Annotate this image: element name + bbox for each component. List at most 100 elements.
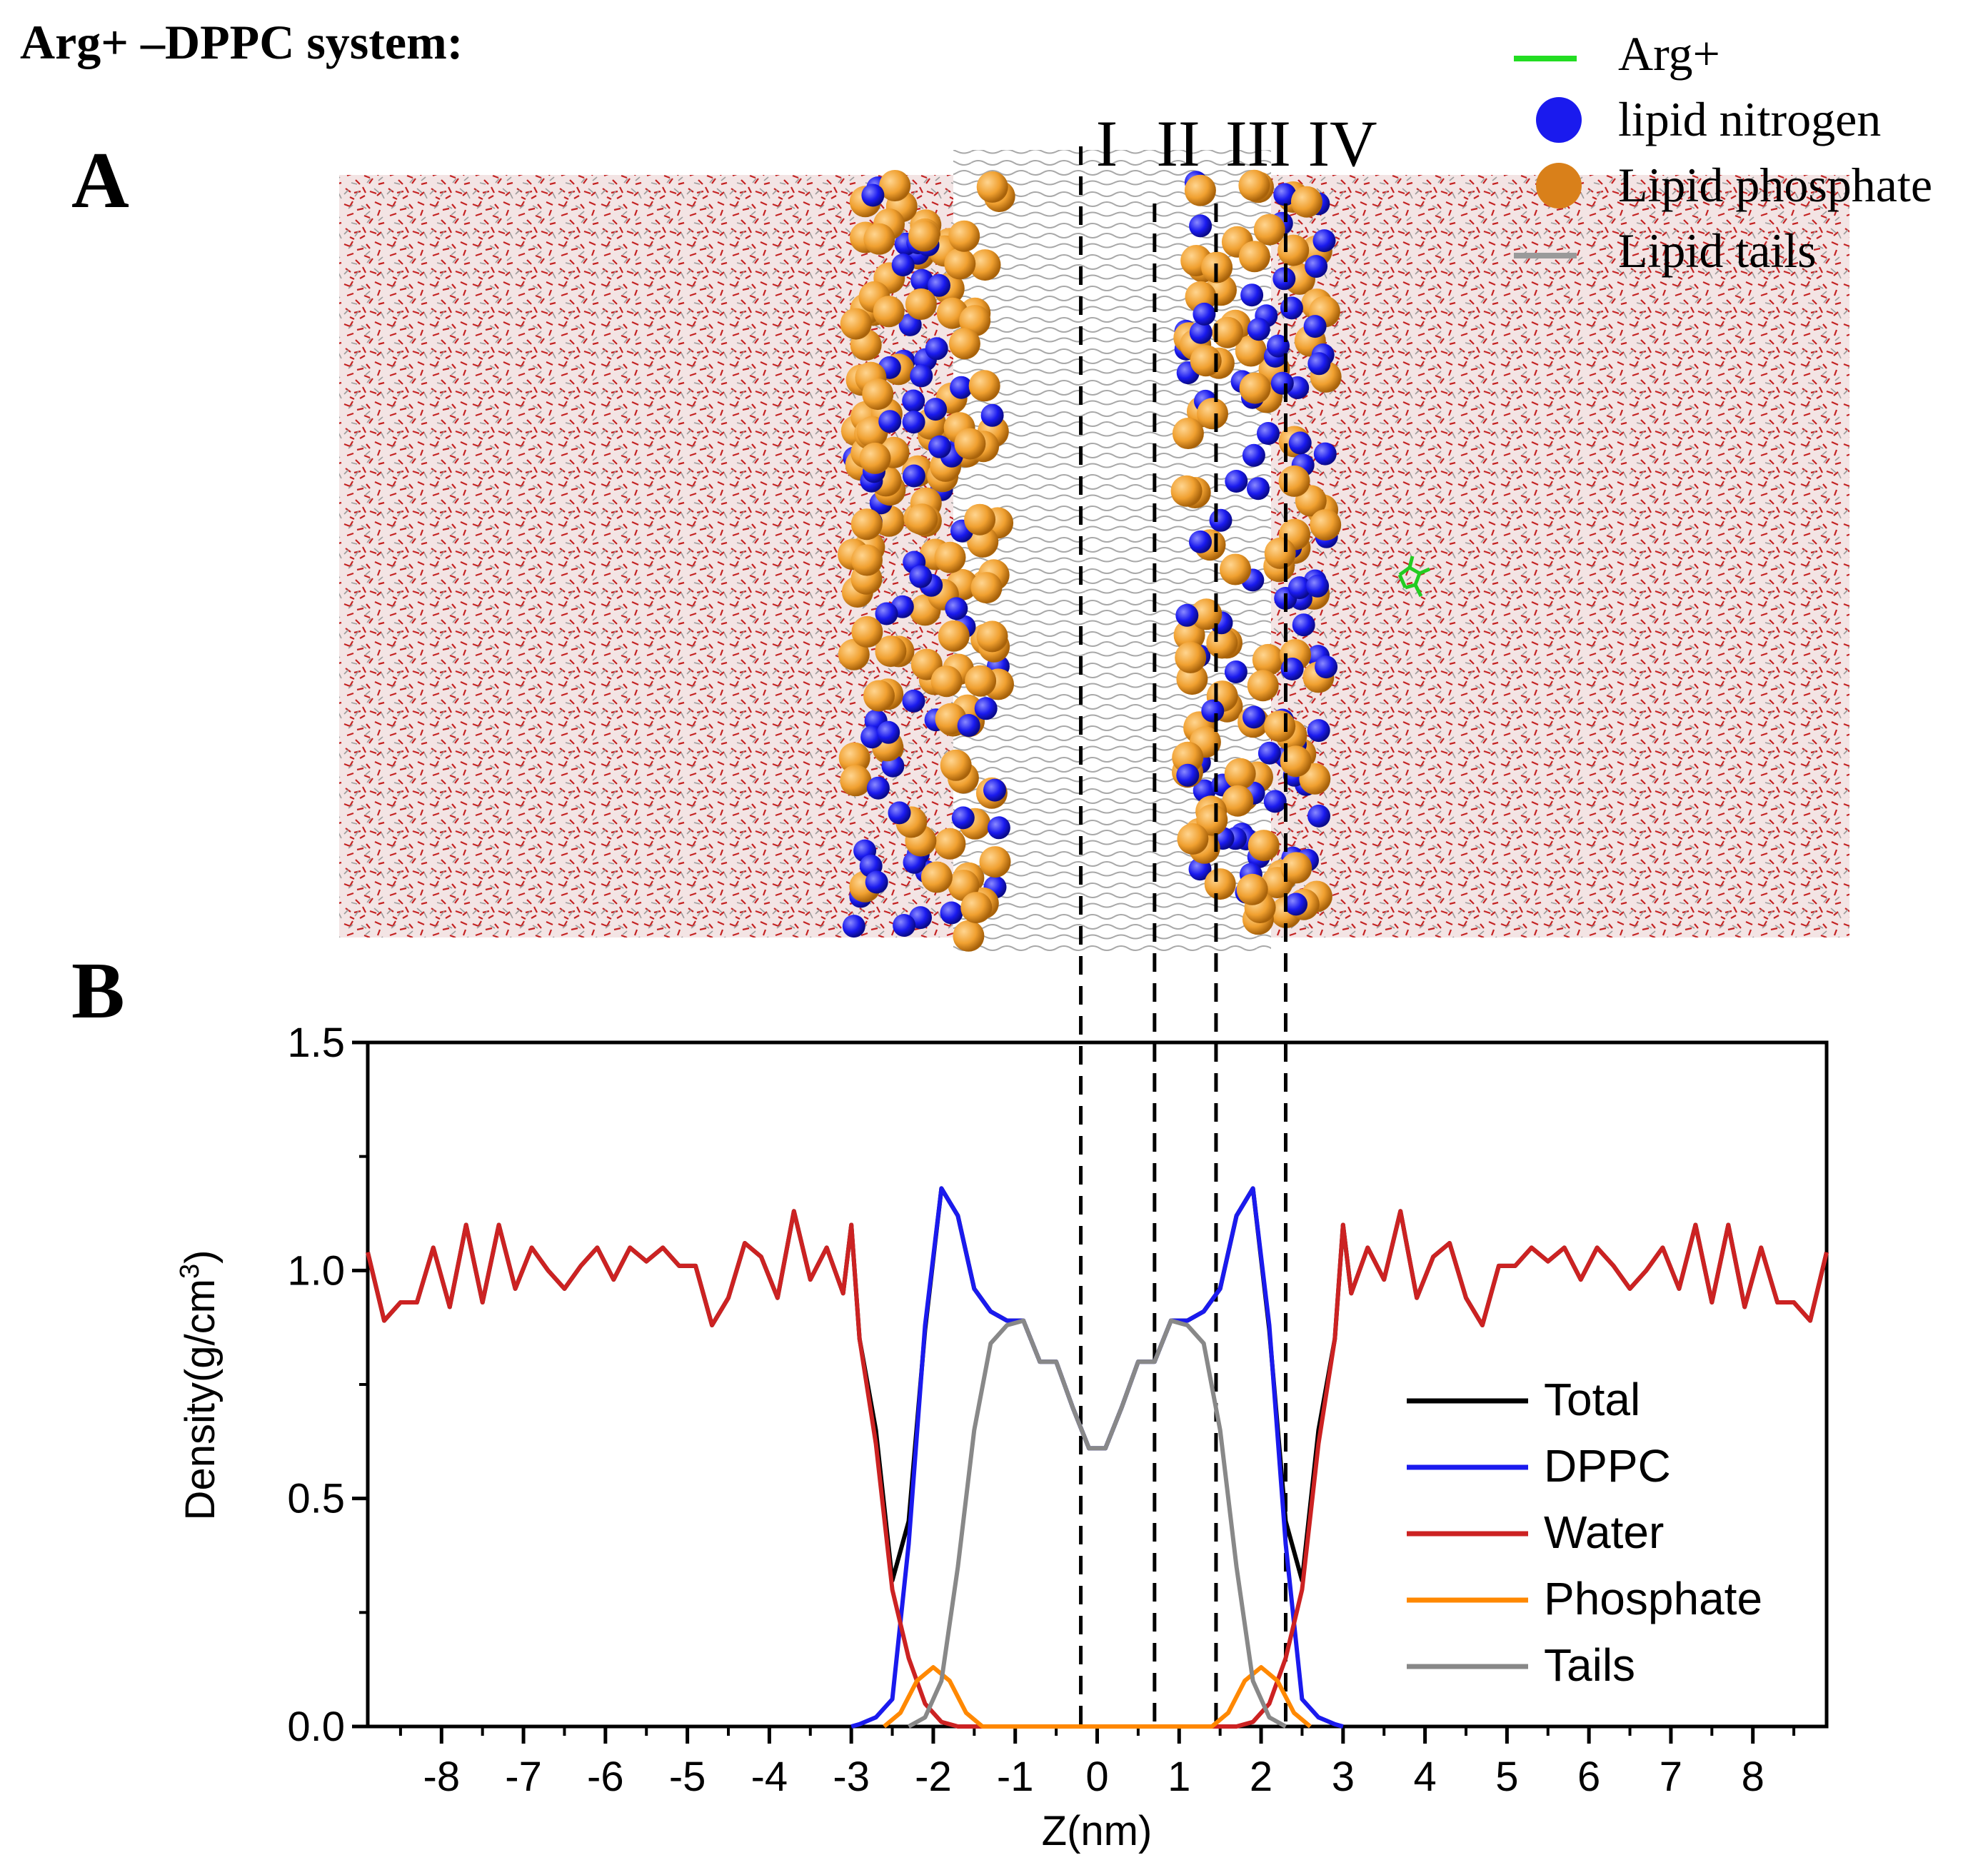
y-tick-label: 0.5 bbox=[287, 1476, 345, 1522]
x-tick-label: -5 bbox=[669, 1754, 706, 1800]
nitrogen-sphere bbox=[910, 364, 933, 388]
arg-bond bbox=[1413, 573, 1422, 585]
phosphate-sphere bbox=[979, 846, 1011, 878]
nitrogen-sphere bbox=[1287, 576, 1311, 600]
phosphate-sphere bbox=[1190, 345, 1222, 377]
phosphate-sphere bbox=[1177, 823, 1209, 855]
x-tick-label: 4 bbox=[1413, 1754, 1436, 1800]
figure-title: Arg+ –DPPC system: bbox=[20, 15, 463, 69]
nitrogen-sphere bbox=[902, 689, 925, 713]
nitrogen-sphere bbox=[1288, 431, 1312, 455]
nitrogen-sphere bbox=[1242, 443, 1265, 467]
y-axis-label-sup: 3 bbox=[175, 1264, 205, 1279]
phosphate-sphere bbox=[1280, 745, 1312, 778]
nitrogen-sphere bbox=[1176, 763, 1200, 787]
phosphate-sphere bbox=[1173, 619, 1205, 651]
phosphate-sphere bbox=[1175, 641, 1207, 673]
nitrogen-sphere bbox=[950, 376, 973, 399]
nitrogen-sphere bbox=[902, 464, 925, 488]
phosphate-sphere bbox=[940, 749, 972, 781]
phosphate-sphere bbox=[1172, 418, 1204, 449]
x-tick-label: 2 bbox=[1250, 1754, 1272, 1800]
arg-bond bbox=[1397, 573, 1407, 589]
nitrogen-sphere bbox=[888, 801, 911, 825]
nitrogen-sphere bbox=[945, 597, 968, 620]
phosphate-sphere bbox=[838, 742, 870, 774]
nitrogen-sphere bbox=[861, 184, 885, 207]
nitrogen-sphere bbox=[891, 253, 915, 277]
legend-label-water: Water bbox=[1544, 1507, 1664, 1558]
nitrogen-sphere bbox=[928, 273, 950, 297]
legend-marker-lipid-phosphate bbox=[1536, 163, 1582, 208]
x-tick-label: 6 bbox=[1577, 1754, 1600, 1800]
phosphate-sphere bbox=[938, 620, 970, 652]
nitrogen-sphere bbox=[1312, 229, 1336, 253]
phosphate-sphere bbox=[965, 665, 997, 697]
x-tick-label: 0 bbox=[1085, 1754, 1108, 1800]
phosphate-sphere bbox=[1280, 852, 1312, 884]
phosphate-sphere bbox=[1277, 234, 1310, 266]
series-line-tails bbox=[908, 1318, 1287, 1729]
nitrogen-sphere bbox=[1247, 477, 1270, 501]
x-tick-label: -8 bbox=[423, 1754, 461, 1800]
nitrogen-sphere bbox=[1240, 283, 1264, 307]
phosphate-sphere bbox=[930, 665, 963, 698]
chart-legend: Total DPPC Water Phosphate Tails bbox=[1407, 1374, 1762, 1691]
legend-label-tails: Tails bbox=[1544, 1639, 1635, 1691]
nitrogen-sphere bbox=[940, 901, 963, 925]
legend-label-phosphate: Phosphate bbox=[1544, 1573, 1762, 1624]
nitrogen-sphere bbox=[924, 398, 948, 421]
phosphate-sphere bbox=[1170, 475, 1203, 507]
phosphate-sphere bbox=[863, 680, 895, 712]
nitrogen-sphere bbox=[902, 389, 925, 413]
series-lines bbox=[366, 1186, 1829, 1729]
phosphate-sphere bbox=[1253, 213, 1285, 246]
phosphate-sphere bbox=[863, 223, 895, 255]
x-tick-label: -3 bbox=[833, 1754, 870, 1800]
phosphate-sphere bbox=[976, 620, 1008, 653]
phosphate-sphere bbox=[934, 541, 966, 573]
phosphate-sphere bbox=[862, 378, 894, 411]
nitrogen-sphere bbox=[1189, 321, 1213, 344]
phosphate-sphere bbox=[1190, 598, 1223, 630]
nitrogen-sphere bbox=[898, 313, 922, 336]
x-tick-label: 8 bbox=[1742, 1754, 1764, 1800]
nitrogen-sphere bbox=[987, 816, 1010, 840]
phosphate-sphere bbox=[908, 220, 940, 252]
phosphate-sphere bbox=[1220, 553, 1251, 585]
nitrogen-sphere bbox=[1313, 442, 1337, 466]
nitrogen-sphere bbox=[903, 850, 926, 874]
region-label-iv: IV bbox=[1307, 107, 1377, 180]
phosphate-sphere bbox=[1264, 710, 1296, 743]
nitrogen-sphere bbox=[1193, 302, 1216, 326]
nitrogen-sphere bbox=[1175, 603, 1199, 627]
legend-marker-lipid-nitrogen bbox=[1536, 97, 1582, 143]
nitrogen-sphere bbox=[1247, 318, 1270, 341]
phosphate-sphere bbox=[850, 508, 883, 541]
phosphate-sphere bbox=[1236, 873, 1268, 905]
x-tick-label: 1 bbox=[1168, 1754, 1190, 1800]
phosphate-sphere bbox=[1206, 627, 1238, 659]
phosphate-sphere bbox=[953, 920, 985, 952]
arg-bond bbox=[1407, 556, 1415, 568]
nitrogen-sphere bbox=[865, 870, 888, 894]
phosphate-sphere bbox=[1247, 670, 1279, 702]
arg-bond bbox=[1405, 583, 1416, 590]
nitrogen-sphere bbox=[983, 778, 1006, 802]
phosphate-sphere bbox=[969, 249, 1001, 281]
arg-bond bbox=[1413, 583, 1423, 598]
x-tick-label: -6 bbox=[587, 1754, 624, 1800]
phosphate-sphere bbox=[905, 288, 937, 320]
legend-text-lipid-phosphate: Lipid phosphate bbox=[1618, 158, 1932, 212]
panel-a-label: A bbox=[71, 136, 129, 225]
snapshot-legend: Arg+ lipid nitrogen Lipid phosphate Lipid t… bbox=[1514, 26, 1932, 278]
phosphate-sphere bbox=[875, 635, 907, 668]
phosphate-sphere bbox=[970, 572, 1003, 604]
region-label-i: I bbox=[1096, 107, 1118, 180]
nitrogen-sphere bbox=[909, 565, 933, 588]
y-tick-label: 1.0 bbox=[287, 1247, 345, 1294]
legend-text-lipid-tails: Lipid tails bbox=[1618, 223, 1817, 278]
region-labels: I II III IV bbox=[1096, 107, 1377, 180]
phosphate-sphere bbox=[859, 442, 891, 474]
arg-bond bbox=[1419, 567, 1430, 575]
